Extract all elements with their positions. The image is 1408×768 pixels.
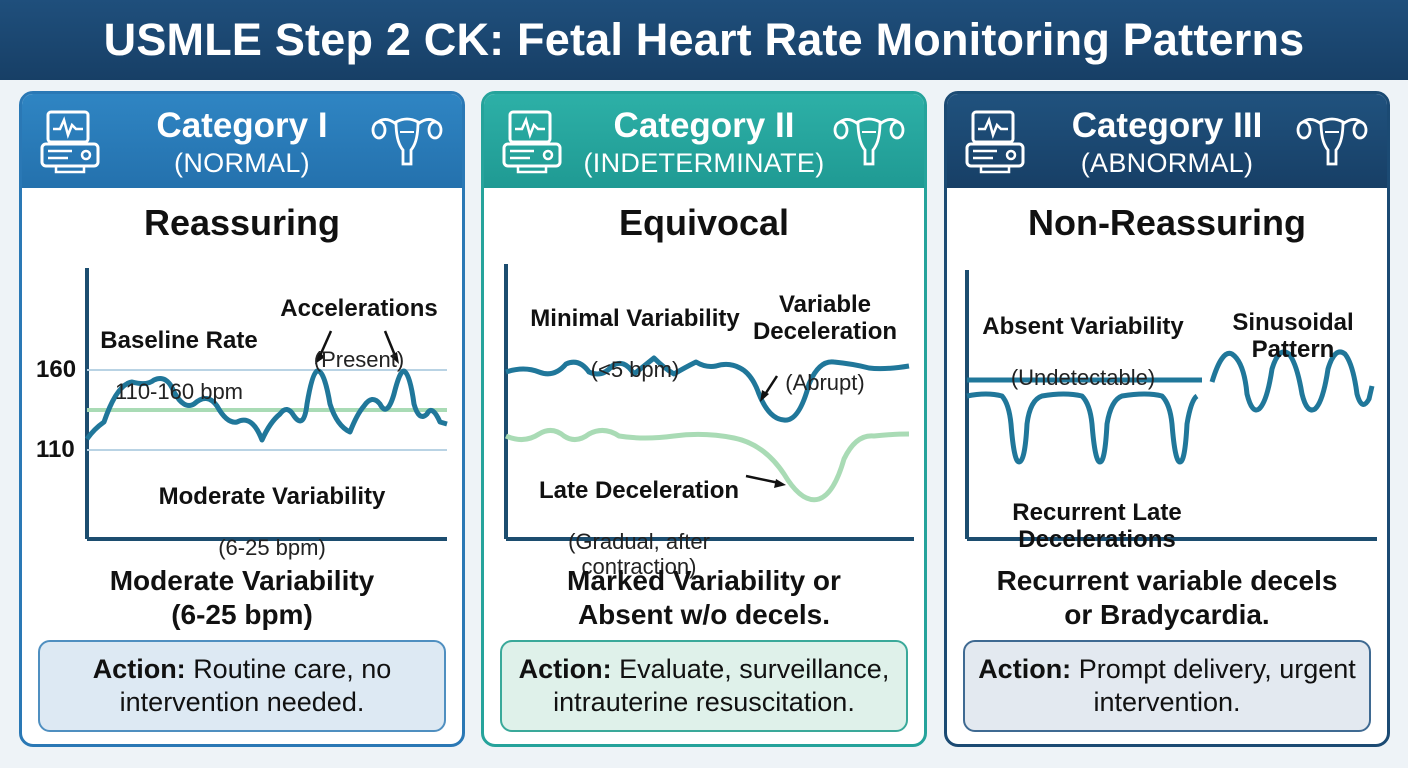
- category-3-action: Action: Prompt delivery, urgent interven…: [978, 654, 1356, 717]
- uterus-icon: [832, 108, 906, 175]
- accel-arrow-2: [383, 330, 398, 359]
- category-2-action-box: Action: Evaluate, surveillance, intraute…: [500, 640, 908, 732]
- category-2-card: Category II (INDETERMINATE) Equivocal Mi…: [481, 91, 927, 747]
- category-2-criteria: Marked Variability or Absent w/o decels.: [567, 565, 841, 630]
- moderate-variability-label: Moderate Variability (6-25 bpm): [158, 483, 386, 560]
- accel-arrow-1: [317, 330, 333, 359]
- category-1-name: Category I: [156, 106, 328, 145]
- category-3-card: Category III (ABNORMAL) Non-Reassuring A…: [944, 91, 1390, 747]
- variable-deceleration-label: Variable Deceleration (Abrupt): [752, 291, 898, 395]
- category-1-action-box: Action: Routine care, no intervention ne…: [38, 640, 446, 732]
- y-tick-110: 110: [36, 436, 75, 463]
- absent-variability-label: Absent Variability (Undetectable): [982, 313, 1184, 390]
- category-3-sub: (ABNORMAL): [1080, 148, 1254, 178]
- uterus-icon: [1295, 108, 1369, 175]
- accelerations-label: Accelerations (Present): [280, 295, 438, 372]
- fetal-monitor-icon: [38, 108, 106, 179]
- recurrent-late-decel-trace: [966, 391, 1199, 465]
- page-title: USMLE Step 2 CK: Fetal Heart Rate Monito…: [103, 14, 1305, 65]
- title-banner: USMLE Step 2 CK: Fetal Heart Rate Monito…: [0, 0, 1408, 80]
- category-2-status: Equivocal: [618, 202, 790, 243]
- category-3-action-box: Action: Prompt delivery, urgent interven…: [963, 640, 1371, 732]
- sinusoidal-pattern-label: Sinusoidal Pattern: [1232, 309, 1354, 363]
- category-2-trace-plot: [504, 264, 914, 541]
- fetal-monitor-icon: [963, 108, 1031, 179]
- category-2-header: Category II (INDETERMINATE): [484, 94, 924, 188]
- category-2-name: Category II: [613, 106, 795, 145]
- category-1-criteria: Moderate Variability (6-25 bpm): [109, 565, 375, 630]
- fhr-trace: [84, 368, 448, 443]
- category-3-status: Non-Reassuring: [1027, 202, 1307, 243]
- category-3-header: Category III (ABNORMAL): [947, 94, 1387, 188]
- category-1-status: Reassuring: [143, 202, 341, 243]
- category-3-name: Category III: [1071, 106, 1263, 145]
- y-tick-160: 160: [36, 356, 77, 383]
- category-2-action: Action: Evaluate, surveillance, intraute…: [518, 654, 890, 717]
- category-1-trace-plot: [84, 268, 448, 541]
- minimal-variability-trace: [505, 355, 910, 423]
- category-1-header: Category I (NORMAL): [22, 94, 462, 188]
- category-1-sub: (NORMAL): [174, 148, 310, 178]
- category-1-action: Action: Routine care, no intervention ne…: [92, 654, 392, 717]
- uterus-icon: [370, 108, 444, 175]
- fetal-monitor-icon: [500, 108, 568, 179]
- category-3-criteria: Recurrent variable decels or Bradycardia…: [996, 565, 1338, 630]
- category-2-sub: (INDETERMINATE): [583, 148, 825, 178]
- late-deceleration-trace: [504, 428, 910, 503]
- category-1-card: Category I (NORMAL) Reassuring 160 110 B…: [19, 91, 465, 747]
- sinusoidal-trace: [1209, 349, 1375, 413]
- minimal-variability-label: Minimal Variability (<5 bpm): [530, 305, 740, 382]
- late-decel-arrow: [745, 474, 780, 485]
- baseline-rate-label: Baseline Rate 110-160 bpm: [100, 327, 258, 404]
- recurrent-late-decelerations-label: Recurrent Late Decelerations: [1012, 499, 1182, 553]
- category-3-trace-plot: [965, 270, 1377, 541]
- late-deceleration-label: Late Deceleration (Gradual, after contra…: [538, 477, 740, 579]
